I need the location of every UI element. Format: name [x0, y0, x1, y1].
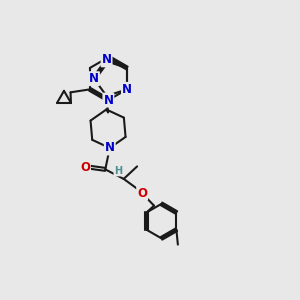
Text: N: N	[89, 72, 99, 85]
Text: N: N	[103, 94, 113, 106]
Text: N: N	[102, 53, 112, 66]
Text: O: O	[137, 187, 147, 200]
Text: O: O	[80, 160, 90, 173]
Text: H: H	[114, 166, 122, 176]
Text: N: N	[105, 142, 115, 154]
Text: N: N	[122, 83, 132, 96]
